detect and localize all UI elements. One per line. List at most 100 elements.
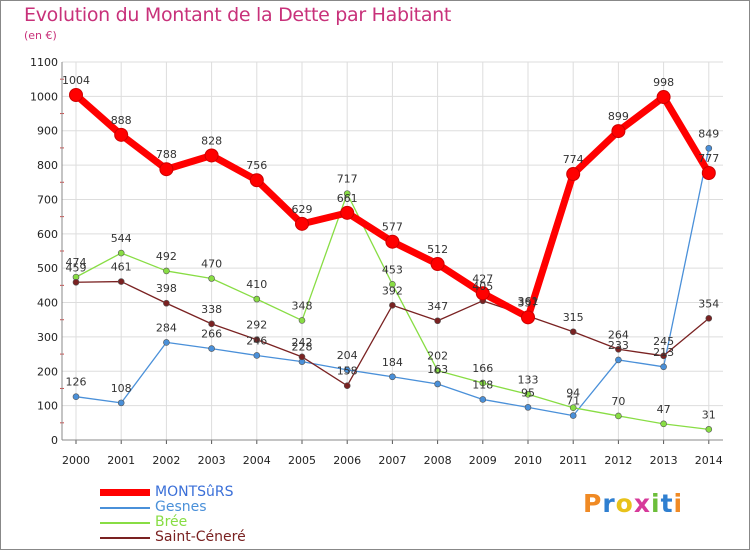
x-tick-label: 2005 xyxy=(288,454,316,467)
data-label-saint-c-ner-: 292 xyxy=(246,319,267,332)
data-label-monts-rs: 1004 xyxy=(62,74,90,87)
data-label-br-e: 202 xyxy=(427,350,448,363)
data-label-saint-c-ner-: 347 xyxy=(427,300,448,313)
x-tick-label: 2001 xyxy=(107,454,135,467)
legend-swatch xyxy=(100,522,150,524)
data-label-monts-rs: 661 xyxy=(337,192,358,205)
data-point-br-e xyxy=(298,317,306,324)
data-point-saint-c-ner- xyxy=(660,352,667,360)
logo-letter: t xyxy=(660,489,674,518)
data-point-monts-rs xyxy=(295,216,309,231)
data-label-br-e: 453 xyxy=(382,263,403,276)
data-point-gesnes xyxy=(569,412,577,419)
data-label-gesnes: 849 xyxy=(698,127,719,140)
data-point-monts-rs xyxy=(69,87,83,102)
data-label-br-e: 70 xyxy=(611,395,625,408)
data-point-monts-rs xyxy=(566,167,581,182)
y-tick-label: 200 xyxy=(37,365,58,378)
legend-swatch xyxy=(100,489,150,496)
data-point-monts-rs xyxy=(249,173,264,188)
data-point-monts-rs xyxy=(340,205,355,220)
y-tick-label: 900 xyxy=(37,125,58,138)
data-label-monts-rs: 828 xyxy=(201,134,222,147)
x-tick-label: 2006 xyxy=(333,454,361,467)
data-label-gesnes: 126 xyxy=(66,376,87,389)
y-tick-label: 500 xyxy=(37,262,58,275)
data-point-saint-c-ner- xyxy=(208,320,215,328)
data-label-saint-c-ner-: 242 xyxy=(292,336,313,349)
data-label-monts-rs: 788 xyxy=(156,148,177,161)
data-label-gesnes: 184 xyxy=(382,356,403,369)
x-tick-label: 2002 xyxy=(152,454,180,467)
data-point-saint-c-ner- xyxy=(434,317,441,325)
legend-label: MONTSûRS xyxy=(155,484,234,500)
data-point-monts-rs xyxy=(159,162,174,177)
data-label-monts-rs: 577 xyxy=(382,221,403,234)
data-point-br-e xyxy=(434,367,441,374)
data-label-monts-rs: 512 xyxy=(427,243,448,256)
data-label-br-e: 474 xyxy=(66,256,87,269)
data-point-gesnes xyxy=(434,380,441,388)
data-point-br-e xyxy=(117,249,125,257)
data-point-saint-c-ner- xyxy=(253,336,261,343)
x-tick-label: 2010 xyxy=(514,454,542,467)
data-point-gesnes xyxy=(660,363,667,371)
data-point-br-e xyxy=(569,404,577,411)
data-label-saint-c-ner-: 264 xyxy=(608,328,629,341)
data-point-saint-c-ner- xyxy=(298,353,306,361)
data-point-saint-c-ner- xyxy=(72,278,80,286)
data-point-gesnes xyxy=(343,366,351,374)
data-label-br-e: 31 xyxy=(702,408,716,421)
logo-letter: r xyxy=(602,489,616,518)
data-point-br-e xyxy=(479,379,487,387)
data-label-br-e: 470 xyxy=(201,257,222,270)
data-point-monts-rs xyxy=(204,148,219,163)
x-tick-label: 2009 xyxy=(469,454,497,467)
legend-label: Gesnes xyxy=(155,499,207,515)
data-label-br-e: 544 xyxy=(111,232,132,245)
y-tick-label: 1000 xyxy=(30,90,58,103)
data-label-gesnes: 246 xyxy=(246,334,267,347)
x-tick-label: 2012 xyxy=(604,454,632,467)
data-point-gesnes xyxy=(615,356,622,364)
data-point-saint-c-ner- xyxy=(389,301,396,309)
data-label-br-e: 47 xyxy=(657,403,671,416)
data-label-gesnes: 284 xyxy=(156,321,177,334)
y-tick-label: 700 xyxy=(37,193,58,206)
data-point-br-e xyxy=(253,295,261,303)
proxiti-logo: Proxiti xyxy=(583,489,683,518)
data-label-saint-c-ner-: 158 xyxy=(337,365,358,378)
x-tick-label: 2000 xyxy=(62,454,90,467)
data-point-br-e xyxy=(163,267,170,275)
data-label-gesnes: 213 xyxy=(653,346,674,359)
data-point-gesnes xyxy=(524,404,532,411)
data-point-gesnes xyxy=(208,345,215,352)
data-point-gesnes xyxy=(479,396,487,403)
data-point-monts-rs xyxy=(701,165,716,180)
legend-item: Gesnes xyxy=(100,499,320,516)
data-label-br-e: 717 xyxy=(337,173,358,186)
data-label-monts-rs: 774 xyxy=(563,153,584,166)
x-tick-label: 2011 xyxy=(559,454,587,467)
data-point-br-e xyxy=(660,420,667,428)
data-point-br-e xyxy=(524,390,532,398)
data-label-gesnes: 266 xyxy=(201,328,222,341)
data-point-br-e xyxy=(615,412,622,420)
data-point-gesnes xyxy=(253,352,261,359)
data-label-saint-c-ner-: 461 xyxy=(111,261,132,274)
data-point-saint-c-ner- xyxy=(615,345,622,353)
y-tick-label: 100 xyxy=(37,400,58,413)
data-label-saint-c-ner-: 392 xyxy=(382,284,403,297)
legend-item: Saint-Céneré xyxy=(100,529,320,546)
data-label-saint-c-ner-: 315 xyxy=(563,311,584,324)
data-point-gesnes xyxy=(389,373,396,381)
logo-letter: i xyxy=(651,489,661,518)
data-point-monts-rs xyxy=(385,234,400,249)
line-chart: 0 100 200 300 400 500 600 700 800 900 1000 1100 2000… xyxy=(30,56,723,467)
data-label-monts-rs: 357 xyxy=(518,296,539,309)
legend-item: Brée xyxy=(100,514,320,531)
legend-label: Brée xyxy=(155,514,188,530)
data-point-monts-rs xyxy=(611,124,626,139)
data-label-br-e: 94 xyxy=(566,387,580,400)
x-tick-label: 2013 xyxy=(650,454,678,467)
